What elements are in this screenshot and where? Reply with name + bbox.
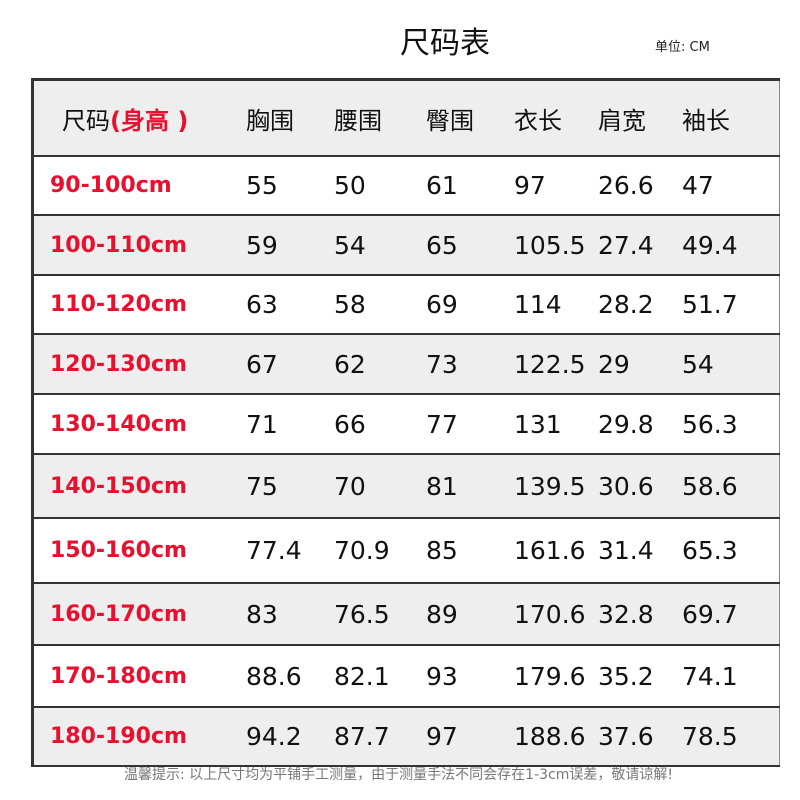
table-row: 140-150cm 75 70 81 139.5 30.6 58.6 [32, 454, 780, 519]
table-row: 150-160cm 77.4 70.9 85 161.6 31.4 65.3 [32, 518, 780, 584]
value-cell: 170.6 [514, 583, 598, 646]
value-cell: 31.4 [598, 518, 682, 584]
value-cell: 62 [334, 334, 426, 395]
value-cell: 97 [426, 707, 514, 767]
value-cell: 93 [426, 645, 514, 708]
table-row: 160-170cm 83 76.5 89 170.6 32.8 69.7 [32, 583, 780, 646]
value-cell: 54 [682, 334, 780, 395]
value-cell: 188.6 [514, 707, 598, 767]
header-row: 尺码(身高 ) 胸围 腰围 臀围 衣长 肩宽 袖长 [32, 79, 780, 157]
value-cell: 32.8 [598, 583, 682, 646]
value-cell: 54 [334, 215, 426, 276]
value-cell: 70 [334, 454, 426, 519]
value-cell: 37.6 [598, 707, 682, 767]
value-cell: 26.6 [598, 156, 682, 216]
value-cell: 50 [334, 156, 426, 216]
size-label: 尺码 [62, 106, 110, 135]
table-row: 170-180cm 88.6 82.1 93 179.6 35.2 74.1 [32, 645, 780, 708]
value-cell: 97 [514, 156, 598, 216]
value-cell: 59 [246, 215, 334, 276]
value-cell: 65.3 [682, 518, 780, 584]
value-cell: 82.1 [334, 645, 426, 708]
header-size: 尺码(身高 ) [32, 79, 246, 157]
value-cell: 49.4 [682, 215, 780, 276]
value-cell: 65 [426, 215, 514, 276]
value-cell: 63 [246, 275, 334, 335]
table-row: 100-110cm 59 54 65 105.5 27.4 49.4 [32, 215, 780, 276]
value-cell: 76.5 [334, 583, 426, 646]
size-note: (身高 ) [110, 106, 189, 135]
value-cell: 131 [514, 394, 598, 455]
header-waist: 腰围 [334, 79, 426, 157]
value-cell: 77.4 [246, 518, 334, 584]
value-cell: 78.5 [682, 707, 780, 767]
value-cell: 74.1 [682, 645, 780, 708]
value-cell: 87.7 [334, 707, 426, 767]
size-cell: 90-100cm [32, 156, 246, 216]
page-title: 尺码表 [400, 26, 490, 61]
value-cell: 58 [334, 275, 426, 335]
value-cell: 83 [246, 583, 334, 646]
value-cell: 71 [246, 394, 334, 455]
value-cell: 30.6 [598, 454, 682, 519]
value-cell: 29.8 [598, 394, 682, 455]
value-cell: 114 [514, 275, 598, 335]
table-row: 110-120cm 63 58 69 114 28.2 51.7 [32, 275, 780, 335]
value-cell: 61 [426, 156, 514, 216]
size-cell: 110-120cm [32, 275, 246, 335]
value-cell: 67 [246, 334, 334, 395]
unit-label: 单位: CM [655, 40, 710, 55]
value-cell: 69 [426, 275, 514, 335]
value-cell: 51.7 [682, 275, 780, 335]
value-cell: 139.5 [514, 454, 598, 519]
value-cell: 81 [426, 454, 514, 519]
size-cell: 130-140cm [32, 394, 246, 455]
value-cell: 55 [246, 156, 334, 216]
header-length: 衣长 [514, 79, 598, 157]
size-cell: 170-180cm [32, 645, 246, 708]
value-cell: 56.3 [682, 394, 780, 455]
table-row: 90-100cm 55 50 61 97 26.6 47 [32, 156, 780, 216]
size-cell: 160-170cm [32, 583, 246, 646]
value-cell: 89 [426, 583, 514, 646]
size-cell: 120-130cm [32, 334, 246, 395]
table-row: 120-130cm 67 62 73 122.5 29 54 [32, 334, 780, 395]
value-cell: 47 [682, 156, 780, 216]
value-cell: 75 [246, 454, 334, 519]
value-cell: 161.6 [514, 518, 598, 584]
value-cell: 29 [598, 334, 682, 395]
value-cell: 69.7 [682, 583, 780, 646]
value-cell: 122.5 [514, 334, 598, 395]
value-cell: 70.9 [334, 518, 426, 584]
size-cell: 100-110cm [32, 215, 246, 276]
size-cell: 140-150cm [32, 454, 246, 519]
value-cell: 77 [426, 394, 514, 455]
header-chest: 胸围 [246, 79, 334, 157]
header-hip: 臀围 [426, 79, 514, 157]
header-sleeve: 袖长 [682, 79, 780, 157]
value-cell: 28.2 [598, 275, 682, 335]
value-cell: 58.6 [682, 454, 780, 519]
size-cell: 150-160cm [32, 518, 246, 584]
value-cell: 66 [334, 394, 426, 455]
value-cell: 94.2 [246, 707, 334, 767]
footer-note: 温馨提示: 以上尺寸均为平铺手工测量，由于测量手法不同会存在1-3cm误差，敬请… [124, 767, 673, 783]
value-cell: 85 [426, 518, 514, 584]
size-cell: 180-190cm [32, 707, 246, 767]
value-cell: 27.4 [598, 215, 682, 276]
value-cell: 35.2 [598, 645, 682, 708]
table-row: 130-140cm 71 66 77 131 29.8 56.3 [32, 394, 780, 455]
header-shoulder: 肩宽 [598, 79, 682, 157]
value-cell: 88.6 [246, 645, 334, 708]
table-row: 180-190cm 94.2 87.7 97 188.6 37.6 78.5 [32, 707, 780, 767]
value-cell: 179.6 [514, 645, 598, 708]
size-table: 尺码(身高 ) 胸围 腰围 臀围 衣长 肩宽 袖长 90-100cm 55 50 61… [31, 78, 780, 767]
value-cell: 73 [426, 334, 514, 395]
value-cell: 105.5 [514, 215, 598, 276]
